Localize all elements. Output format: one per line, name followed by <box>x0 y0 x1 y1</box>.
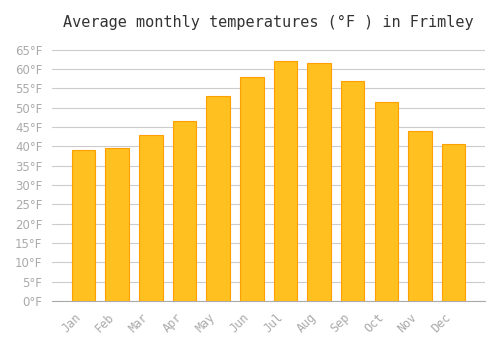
Bar <box>274 61 297 301</box>
Title: Average monthly temperatures (°F ) in Frimley: Average monthly temperatures (°F ) in Fr… <box>63 15 474 30</box>
Bar <box>341 80 364 301</box>
Bar <box>307 63 331 301</box>
Bar <box>172 121 196 301</box>
Bar <box>206 96 230 301</box>
Bar <box>72 150 96 301</box>
Bar <box>106 148 129 301</box>
Bar <box>139 135 162 301</box>
Bar <box>374 102 398 301</box>
Bar <box>240 77 264 301</box>
Bar <box>408 131 432 301</box>
Bar <box>442 145 466 301</box>
